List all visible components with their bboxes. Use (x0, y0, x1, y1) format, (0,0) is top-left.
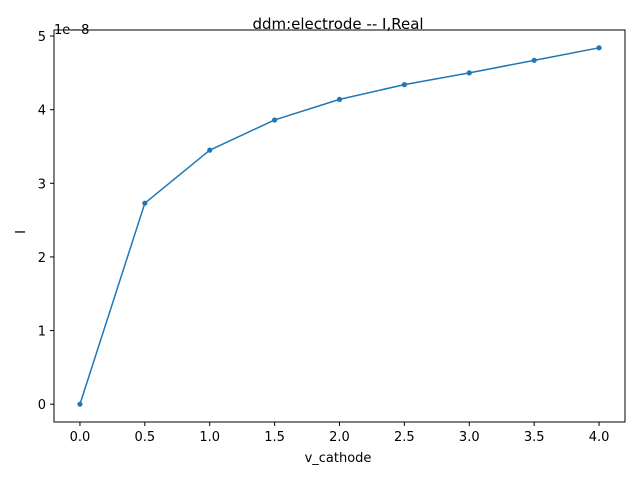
x-axis-label: v_cathode (305, 451, 372, 466)
axes-frame (53, 29, 626, 423)
y-axis-offset-label: 1e−8 (54, 23, 89, 38)
data-point (77, 401, 83, 407)
data-point (272, 117, 278, 123)
data-point (207, 147, 213, 153)
x-tick-label: 2.0 (329, 430, 350, 445)
x-tick-label: 0.0 (70, 430, 91, 445)
x-tick-label: 2.5 (394, 430, 415, 445)
y-tick-label: 1 (38, 325, 46, 340)
x-tick-label: 3.5 (524, 430, 545, 445)
y-axis-label: I (14, 230, 29, 234)
x-tick-label: 0.5 (134, 430, 155, 445)
x-tick-label: 4.0 (589, 430, 610, 445)
data-point (596, 45, 602, 51)
data-point (401, 82, 407, 88)
y-tick-label: 2 (38, 251, 46, 266)
data-point (466, 70, 472, 76)
data-point (142, 200, 148, 206)
data-point (531, 57, 537, 63)
chart-title: ddm:electrode -- I,Real (252, 15, 423, 33)
plot-area: 0.0 0.5 1.0 1.5 2.0 2.5 3.0 3.5 4.0 0 1 2 3 4 5 (38, 29, 626, 445)
x-tick-label: 1.0 (199, 430, 220, 445)
y-tick-label: 5 (38, 30, 46, 45)
y-tick-label: 4 (38, 104, 46, 119)
x-tick-label: 1.5 (264, 430, 285, 445)
y-tick-label: 3 (38, 177, 46, 192)
y-tick-label: 0 (38, 398, 46, 413)
x-tick-label: 3.0 (459, 430, 480, 445)
data-point (336, 96, 343, 102)
